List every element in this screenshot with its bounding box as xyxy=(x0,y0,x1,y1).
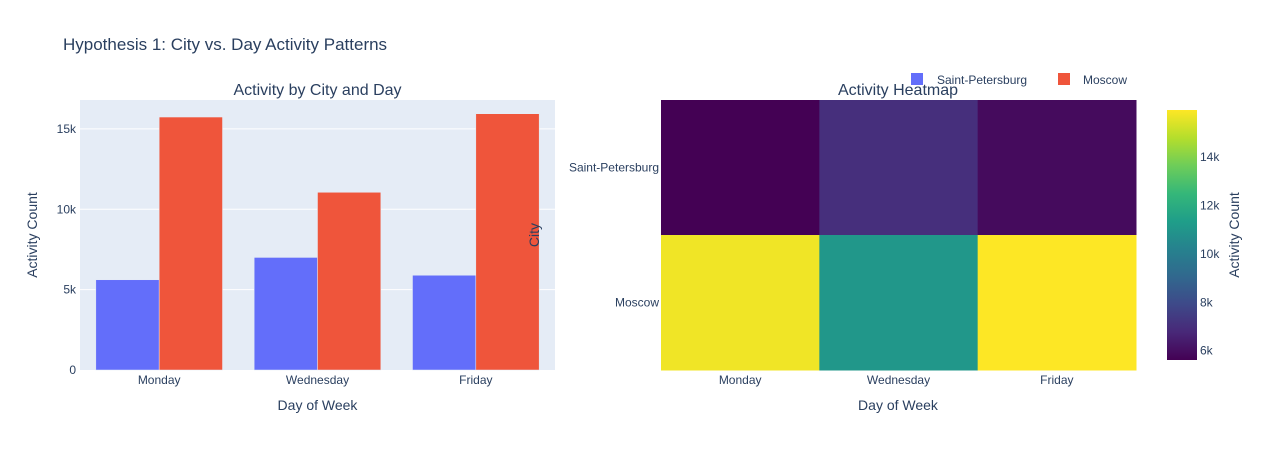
bar-x-tick-label: Monday xyxy=(138,373,181,387)
bar-x-ticks: Monday Wednesday Friday xyxy=(138,373,493,387)
bar-chart: 0 5k 10k 15k Monday Wednesday Friday Activity… xyxy=(24,82,555,413)
heatmap-cell-moscow-monday[interactable] xyxy=(661,235,820,371)
bar-moscow-wednesday[interactable] xyxy=(317,192,382,371)
bar-x-tick-label: Wednesday xyxy=(286,373,349,387)
heatmap-y-ticks: Saint-Petersburg Moscow xyxy=(569,161,659,310)
colorbar-tick-label: 8k xyxy=(1200,295,1214,309)
colorbar-ticks: 6k 8k 10k 12k 14k xyxy=(1200,150,1220,358)
heatmap-y-tick-label: Moscow xyxy=(615,296,659,310)
bar-y-tick-label: 0 xyxy=(69,363,76,377)
bar-saint-petersburg-wednesday[interactable] xyxy=(253,257,318,371)
colorbar-tick-label: 12k xyxy=(1200,198,1220,212)
heatmap-x-tick-label: Friday xyxy=(1040,373,1073,387)
legend-item-saint-petersburg[interactable]: Saint-Petersburg xyxy=(911,73,1027,87)
colorbar-tick-label: 14k xyxy=(1200,150,1220,164)
bar-x-axis-title: Day of Week xyxy=(278,397,359,413)
legend-swatch xyxy=(911,73,923,85)
colorbar: 6k 8k 10k 12k 14k Activity Count xyxy=(1167,110,1242,360)
heatmap-cells xyxy=(661,100,1137,371)
heatmap-cell-saint-petersburg-monday[interactable] xyxy=(661,100,820,236)
colorbar-title: Activity Count xyxy=(1226,192,1242,278)
heatmap-y-axis-title: City xyxy=(526,223,542,247)
bar-marks xyxy=(95,113,540,371)
bar-y-tick-label: 15k xyxy=(57,122,77,136)
heatmap-cell-saint-petersburg-wednesday[interactable] xyxy=(819,100,979,236)
legend-label: Moscow xyxy=(1083,73,1127,87)
heatmap-x-tick-label: Monday xyxy=(719,373,762,387)
bar-x-tick-label: Friday xyxy=(459,373,492,387)
figure-title: Hypothesis 1: City vs. Day Activity Patt… xyxy=(63,35,387,54)
bar-y-tick-label: 5k xyxy=(63,283,77,297)
heatmap-cell-moscow-wednesday[interactable] xyxy=(819,235,979,371)
heatmap-chart: Saint-Petersburg Moscow Monday Wednesday Fr… xyxy=(526,82,1137,413)
heatmap-x-ticks: Monday Wednesday Friday xyxy=(719,373,1074,387)
legend-item-moscow[interactable]: Moscow xyxy=(1058,73,1127,87)
legend-swatch xyxy=(1058,73,1070,85)
heatmap-y-tick-label: Saint-Petersburg xyxy=(569,161,659,175)
colorbar-tick-label: 6k xyxy=(1200,344,1214,358)
legend: Saint-Petersburg Moscow xyxy=(911,73,1127,87)
bar-chart-title: Activity by City and Day xyxy=(233,82,401,99)
colorbar-tick-label: 10k xyxy=(1200,247,1220,261)
heatmap-x-tick-label: Wednesday xyxy=(867,373,930,387)
heatmap-cell-moscow-friday[interactable] xyxy=(977,235,1137,371)
heatmap-cell-saint-petersburg-friday[interactable] xyxy=(977,100,1137,236)
colorbar-bar xyxy=(1167,110,1197,360)
bar-saint-petersburg-friday[interactable] xyxy=(412,275,477,371)
bar-moscow-friday[interactable] xyxy=(475,113,540,371)
bar-y-axis-title: Activity Count xyxy=(24,192,40,278)
bar-y-tick-label: 10k xyxy=(57,202,77,216)
legend-label: Saint-Petersburg xyxy=(937,73,1027,87)
bar-moscow-monday[interactable] xyxy=(158,116,223,371)
bar-y-ticks: 0 5k 10k 15k xyxy=(57,122,77,377)
heatmap-x-axis-title: Day of Week xyxy=(858,397,939,413)
heatmap-title: Activity Heatmap xyxy=(838,82,958,99)
bar-saint-petersburg-monday[interactable] xyxy=(95,279,160,371)
